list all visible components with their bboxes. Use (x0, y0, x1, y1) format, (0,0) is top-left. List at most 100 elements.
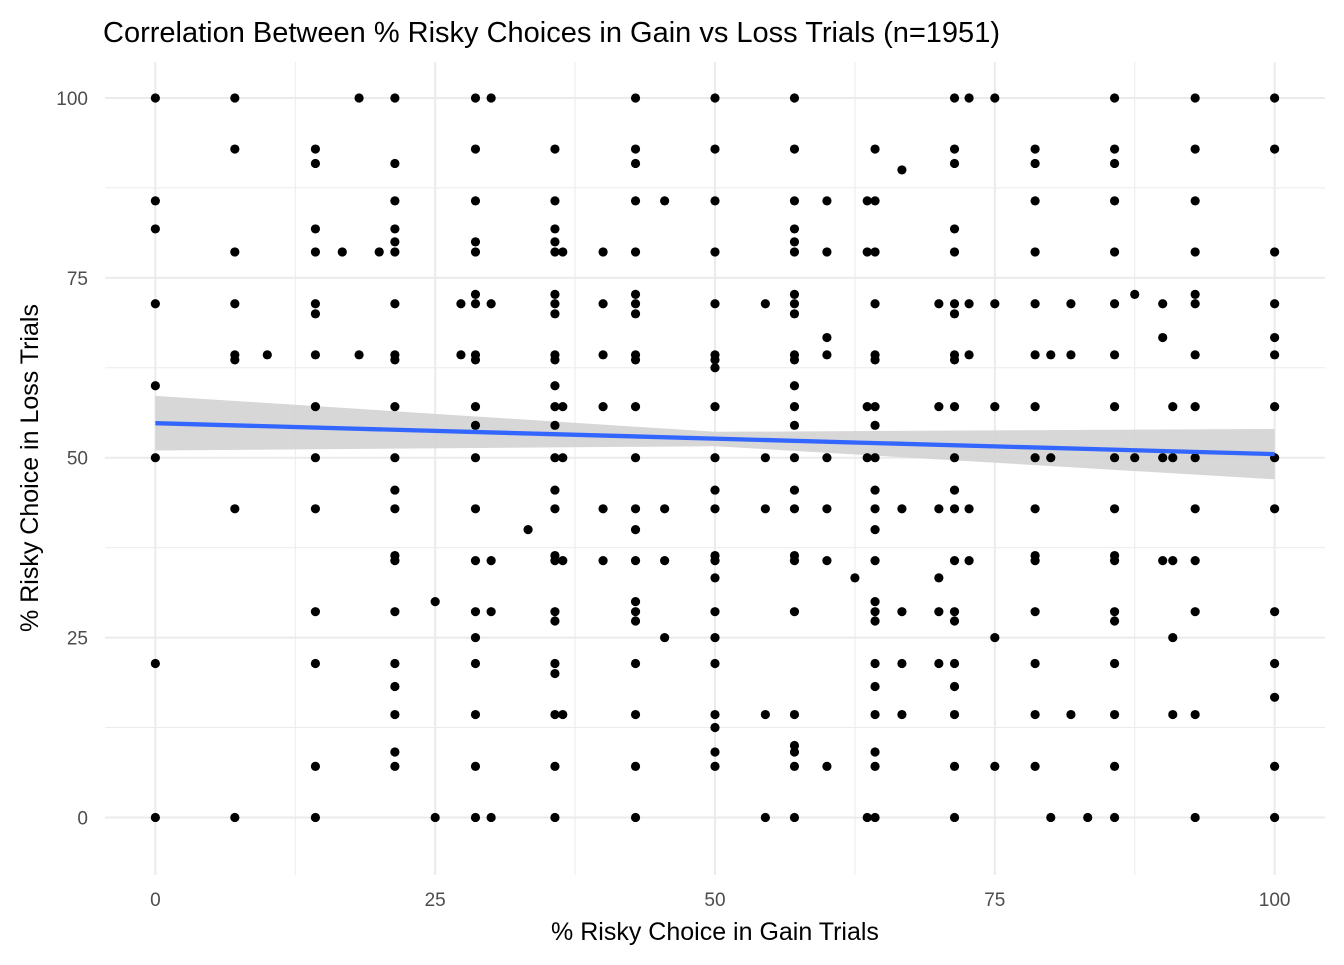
data-point (630, 761, 641, 771)
data-point (630, 93, 641, 103)
data-point (949, 158, 960, 169)
data-point (934, 504, 944, 514)
data-point (789, 747, 800, 757)
y-tick-label: 75 (67, 269, 88, 290)
data-point (897, 709, 907, 720)
data-point (1066, 350, 1076, 360)
data-point (934, 299, 944, 309)
data-point (1109, 402, 1120, 412)
data-point (949, 504, 960, 514)
data-point (990, 632, 1000, 643)
data-point (949, 485, 960, 495)
data-point (1190, 247, 1200, 257)
data-point (710, 573, 720, 583)
data-point (822, 332, 832, 343)
data-point (550, 381, 560, 391)
data-point (710, 722, 720, 733)
data-point (230, 504, 240, 514)
data-point (470, 709, 481, 720)
data-point (990, 93, 1000, 103)
data-point (934, 402, 944, 412)
data-point (870, 420, 880, 430)
data-point (1168, 402, 1178, 412)
data-point (630, 709, 641, 720)
data-point (789, 761, 800, 771)
data-point (934, 607, 944, 617)
data-point (630, 607, 641, 617)
data-point (870, 709, 880, 720)
scatter-points (150, 93, 1280, 823)
data-point (470, 289, 481, 299)
data-point (870, 485, 880, 495)
data-point (337, 247, 347, 257)
data-point (1030, 402, 1040, 412)
fit-line-group (155, 421, 1275, 457)
data-point (789, 740, 800, 751)
data-point (822, 196, 832, 206)
data-point (150, 196, 160, 206)
data-point (486, 555, 496, 566)
data-point (964, 93, 974, 103)
data-point (949, 453, 960, 463)
data-point (470, 402, 481, 412)
data-point (310, 504, 321, 514)
data-point (822, 504, 832, 514)
data-point (789, 299, 800, 309)
data-point (870, 525, 880, 535)
data-point (870, 747, 880, 757)
data-point (1270, 692, 1280, 702)
data-point (456, 299, 466, 309)
data-point (550, 761, 560, 771)
data-point (870, 658, 880, 669)
data-point (310, 761, 321, 771)
data-point (870, 555, 880, 566)
data-point (949, 607, 960, 617)
data-point (949, 761, 960, 771)
data-point (964, 504, 974, 514)
data-point (870, 144, 880, 154)
data-point (710, 299, 720, 309)
data-point (550, 247, 560, 257)
data-point (710, 453, 720, 463)
data-point (862, 196, 872, 206)
data-point (949, 144, 960, 154)
x-tick-labels: 0 25 50 75 100 (150, 890, 1290, 911)
y-tick-label: 100 (56, 89, 88, 110)
data-point (1270, 299, 1280, 309)
data-point (390, 196, 400, 206)
data-point (630, 525, 641, 535)
data-point (470, 93, 481, 103)
data-point (710, 761, 720, 771)
data-point (1190, 709, 1200, 720)
data-point (789, 709, 800, 720)
data-point (310, 812, 321, 823)
data-point (470, 247, 481, 257)
data-point (630, 402, 641, 412)
data-point (390, 224, 400, 234)
data-point (789, 224, 800, 234)
data-point (390, 93, 400, 103)
data-point (550, 144, 560, 154)
data-point (310, 247, 321, 257)
data-point (390, 709, 400, 720)
data-point (710, 144, 720, 154)
data-point (1109, 607, 1120, 617)
data-point (870, 761, 880, 771)
data-point (630, 597, 641, 607)
data-point (550, 402, 560, 412)
data-point (1066, 299, 1076, 309)
data-point (230, 93, 240, 103)
data-point (630, 196, 641, 206)
data-point (390, 247, 400, 257)
data-point (870, 597, 880, 607)
data-point (964, 555, 974, 566)
data-point (949, 555, 960, 566)
data-point (630, 289, 641, 299)
data-point (374, 247, 384, 257)
data-point (1168, 709, 1178, 720)
data-point (550, 709, 560, 720)
data-point (390, 453, 400, 463)
data-point (862, 453, 872, 463)
data-point (150, 658, 160, 669)
